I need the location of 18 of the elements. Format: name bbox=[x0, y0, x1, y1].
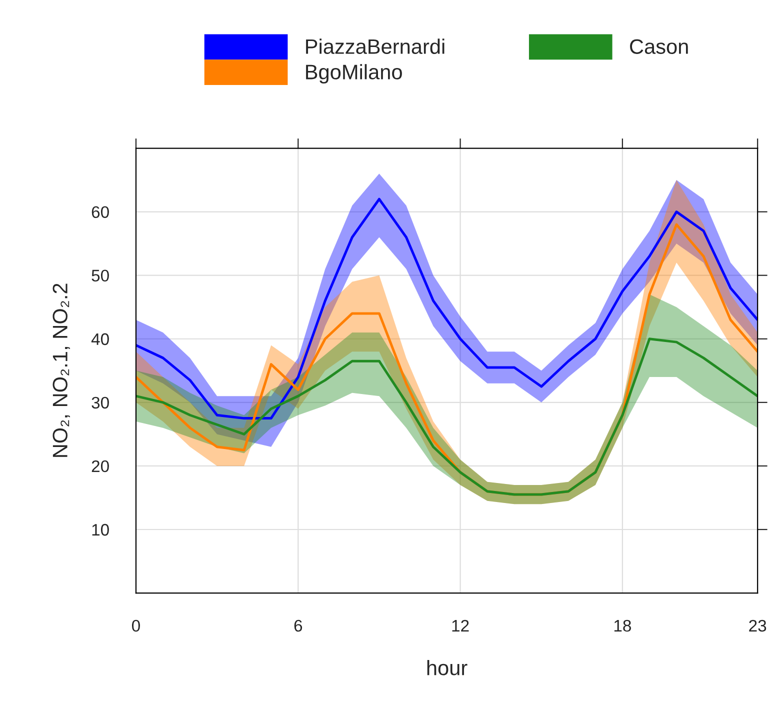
legend-label: Cason bbox=[630, 39, 688, 54]
y-tick-label: 60 bbox=[92, 206, 109, 218]
legend-label: BgoMilano bbox=[306, 64, 402, 84]
legend-label: PiazzaBernardi bbox=[306, 38, 444, 54]
x-tick-label: 18 bbox=[614, 620, 631, 632]
y-tick-label: 10 bbox=[92, 524, 109, 536]
x-tick-label: 23 bbox=[749, 620, 766, 632]
line-series bbox=[136, 338, 758, 496]
y-axis-title: NO₂, NO₂.1, NO₂.2 bbox=[52, 284, 70, 457]
y-tick-label: 40 bbox=[91, 333, 109, 346]
x-tick-label: 12 bbox=[452, 620, 469, 632]
y-tick-label: 30 bbox=[92, 396, 109, 409]
y-tick-label: 20 bbox=[92, 460, 109, 472]
x-axis-title: hour bbox=[427, 660, 468, 676]
x-tick-label: 0 bbox=[132, 620, 140, 632]
y-tick-label: 50 bbox=[92, 270, 109, 282]
x-tick-label: 6 bbox=[294, 620, 302, 632]
line-series bbox=[136, 198, 758, 420]
